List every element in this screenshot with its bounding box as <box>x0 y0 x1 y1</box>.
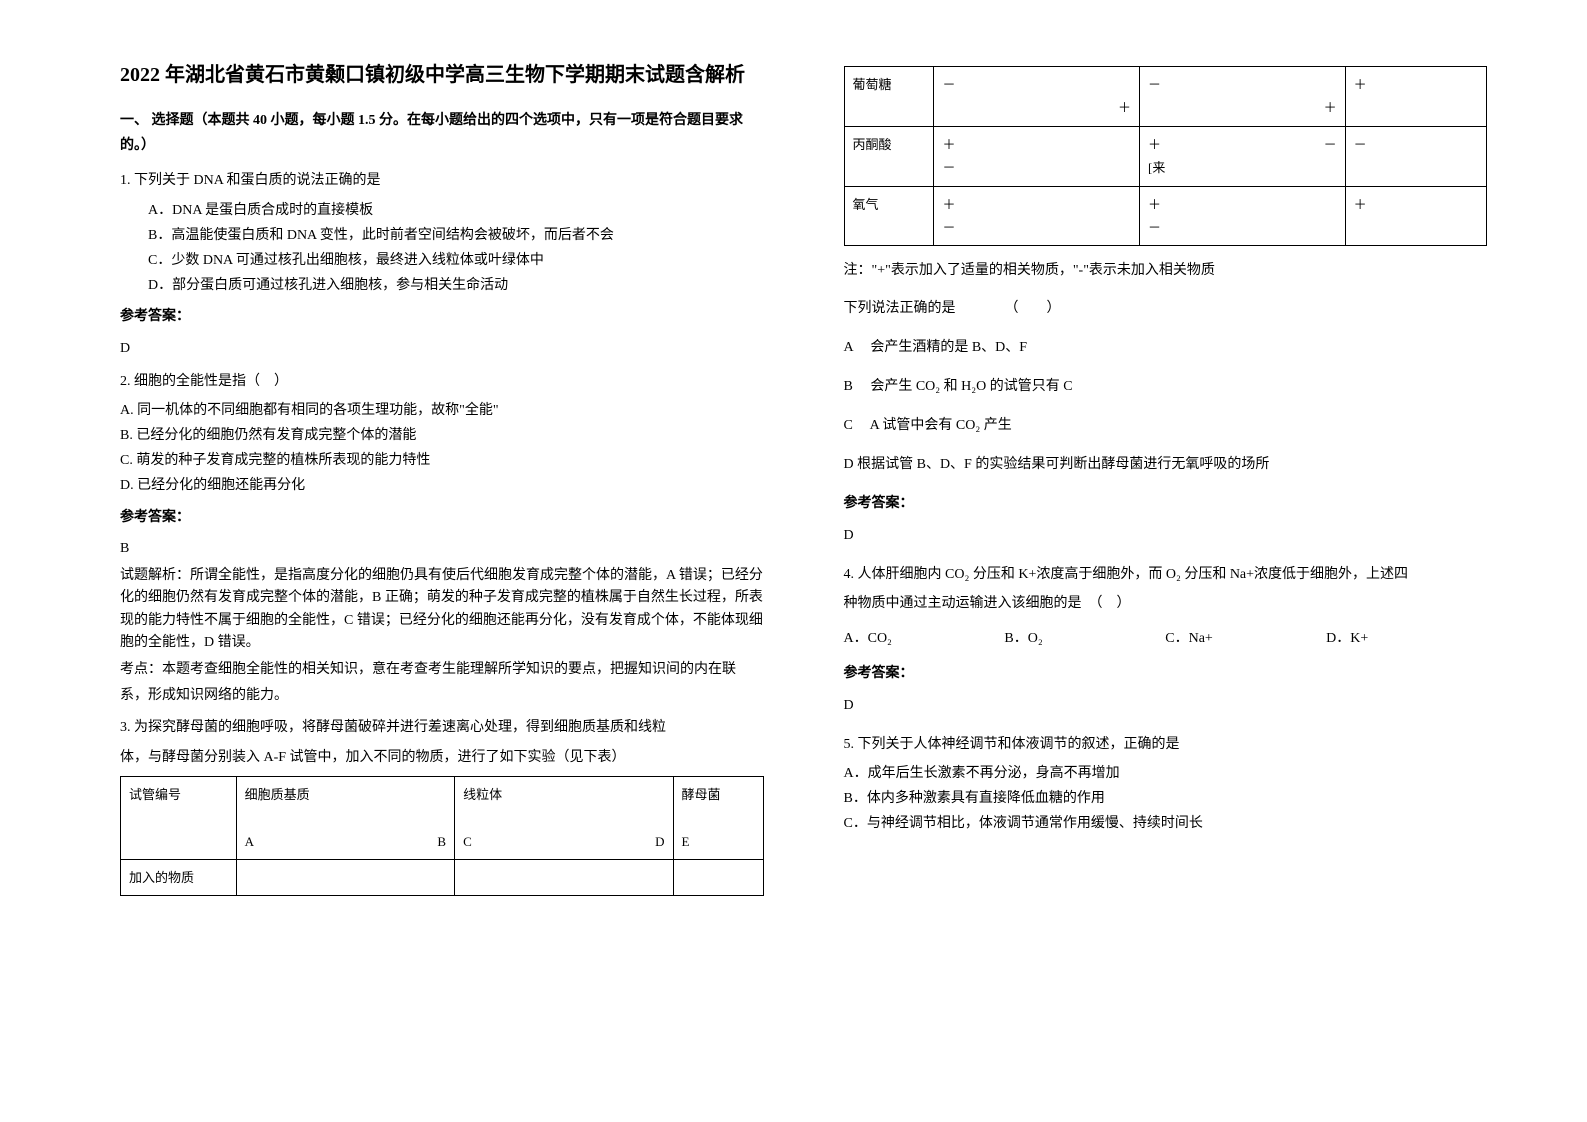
cell-value: [来 <box>1148 156 1337 179</box>
q3-stem-1: 3. 为探究酵母菌的细胞呼吸，将酵母菌破碎并进行差速离心处理，得到细胞质基质和线… <box>120 715 764 740</box>
q2-opt-d: D. 已经分化的细胞还能再分化 <box>120 473 764 498</box>
q2-explanation-2: 考点：本题考查细胞全能性的相关知识，意在考查考生能理解所学知识的要点，把握知识间… <box>120 659 764 681</box>
table-header-tube: 试管编号 <box>129 787 181 802</box>
q2-opt-c: C. 萌发的种子发育成完整的植株所表现的能力特性 <box>120 448 764 473</box>
glucose-label: 葡萄糖 <box>844 67 934 127</box>
q2-opt-a: A. 同一机体的不同细胞都有相同的各项生理功能，故称"全能" <box>120 398 764 423</box>
cell-value: － <box>1148 216 1337 239</box>
q2-stem: 2. 细胞的全能性是指（ ） <box>120 369 764 394</box>
cell-value: ＋ <box>1148 193 1337 216</box>
q2-explanation: 试题解析：所谓全能性，是指高度分化的细胞仍具有使后代细胞发育成完整个体的潜能，A… <box>120 565 764 655</box>
q3-opt-c: C A 试管中会有 CO₂ 产生 <box>844 413 1488 438</box>
section-heading: 一、 选择题（本题共 40 小题，每小题 1.5 分。在每小题给出的四个选项中，… <box>120 108 764 158</box>
oxygen-label: 氧气 <box>844 186 934 246</box>
table-header-mito: 线粒体 <box>463 783 664 806</box>
cell-value: ＋ <box>1148 96 1337 119</box>
q4-opt-b: B．O₂ <box>1004 626 1165 651</box>
cell-value: ＋ <box>942 96 1131 119</box>
q3-opt-b: B 会产生 CO₂ 和 H₂O 的试管只有 C <box>844 374 1488 399</box>
q1-stem: 1. 下列关于 DNA 和蛋白质的说法正确的是 <box>120 168 764 193</box>
cell-value: － <box>942 156 1131 179</box>
q1-opt-c: C．少数 DNA 可通过核孔出细胞核，最终进入线粒体或叶绿体中 <box>148 248 764 273</box>
q4-stem-1: 4. 人体肝细胞内 CO₂ 分压和 K+浓度高于细胞外，而 O₂ 分压和 Na+… <box>844 562 1488 587</box>
q1-opt-a: A．DNA 是蛋白质合成时的直接模板 <box>148 198 764 223</box>
q4-stem-2: 种物质中通过主动运输进入该细胞的是 （ ） <box>844 591 1488 616</box>
q4-answer: D <box>844 693 1488 718</box>
q2-answer: B <box>120 536 764 561</box>
experiment-table: 试管编号 细胞质基质 A B 线粒体 C D 酵母菌 E 加入的物质 <box>120 776 764 897</box>
table-row-label: 加入的物质 <box>121 859 237 895</box>
table-header-cyto: 细胞质基质 <box>245 783 446 806</box>
q1-opt-d: D．部分蛋白质可通过核孔进入细胞核，参与相关生命活动 <box>148 273 764 298</box>
cell-value: ＋ <box>942 193 1131 216</box>
cell-value: ＋ <box>1345 186 1486 246</box>
answer-label: 参考答案： <box>844 491 1488 516</box>
q1-opt-b: B．高温能使蛋白质和 DNA 变性，此时前者空间结构会被破坏，而后者不会 <box>148 223 764 248</box>
cell-value: － <box>942 216 1131 239</box>
q3-stem-2: 体，与酵母菌分别装入 A-F 试管中，加入不同的物质，进行了如下实验（见下表） <box>120 745 764 770</box>
pyruvate-label: 丙酮酸 <box>844 126 934 186</box>
cell-value: ＋ <box>1345 67 1486 127</box>
q4-opt-d: D．K+ <box>1326 626 1487 651</box>
cell-value: ＋ <box>942 133 1131 156</box>
table-sub-d: D <box>655 830 664 853</box>
cell-value: ＋ <box>1148 137 1161 152</box>
table-sub-e: E <box>682 834 690 849</box>
q5-opt-c: C．与神经调节相比，体液调节通常作用缓慢、持续时间长 <box>844 811 1488 836</box>
table-sub-c: C <box>463 834 472 849</box>
cell-value: － <box>1324 133 1337 156</box>
cell-value: － <box>1345 126 1486 186</box>
table-sub-b: B <box>437 830 446 853</box>
document-title: 2022 年湖北省黄石市黄颡口镇初级中学高三生物下学期期末试题含解析 <box>120 60 764 90</box>
q1-answer: D <box>120 336 764 361</box>
q4-opt-a: A．CO₂ <box>844 626 1005 651</box>
table-header-yeast: 酵母菌 <box>682 783 755 806</box>
q5-opt-a: A．成年后生长激素不再分泌，身高不再增加 <box>844 761 1488 786</box>
q5-opt-b: B．体内多种激素具有直接降低血糖的作用 <box>844 786 1488 811</box>
table-note: 注："+"表示加入了适量的相关物质，"-"表示未加入相关物质 <box>844 258 1488 283</box>
q3-answer: D <box>844 523 1488 548</box>
q4-opt-c: C．Na+ <box>1165 626 1326 651</box>
cell-value: － <box>1148 73 1337 96</box>
answer-label: 参考答案： <box>844 661 1488 686</box>
cell-value: － <box>942 73 1131 96</box>
q5-stem: 5. 下列关于人体神经调节和体液调节的叙述，正确的是 <box>844 732 1488 757</box>
q2-opt-b: B. 已经分化的细胞仍然有发育成完整个体的潜能 <box>120 423 764 448</box>
q3-opt-a: A 会产生酒精的是 B、D、F <box>844 335 1488 360</box>
answer-label: 参考答案： <box>120 304 764 329</box>
answer-label: 参考答案： <box>120 505 764 530</box>
table-sub-a: A <box>245 834 254 849</box>
q3-opt-d: D 根据试管 B、D、F 的实验结果可判断出酵母菌进行无氧呼吸的场所 <box>844 452 1488 477</box>
experiment-table-right: 葡萄糖 － ＋ － ＋ ＋ 丙酮酸 ＋ － ＋ － [来 <box>844 66 1488 246</box>
q2-explanation-3: 系，形成知识网络的能力。 <box>120 685 764 707</box>
q3-sub-stem: 下列说法正确的是 （ ） <box>844 296 1488 321</box>
